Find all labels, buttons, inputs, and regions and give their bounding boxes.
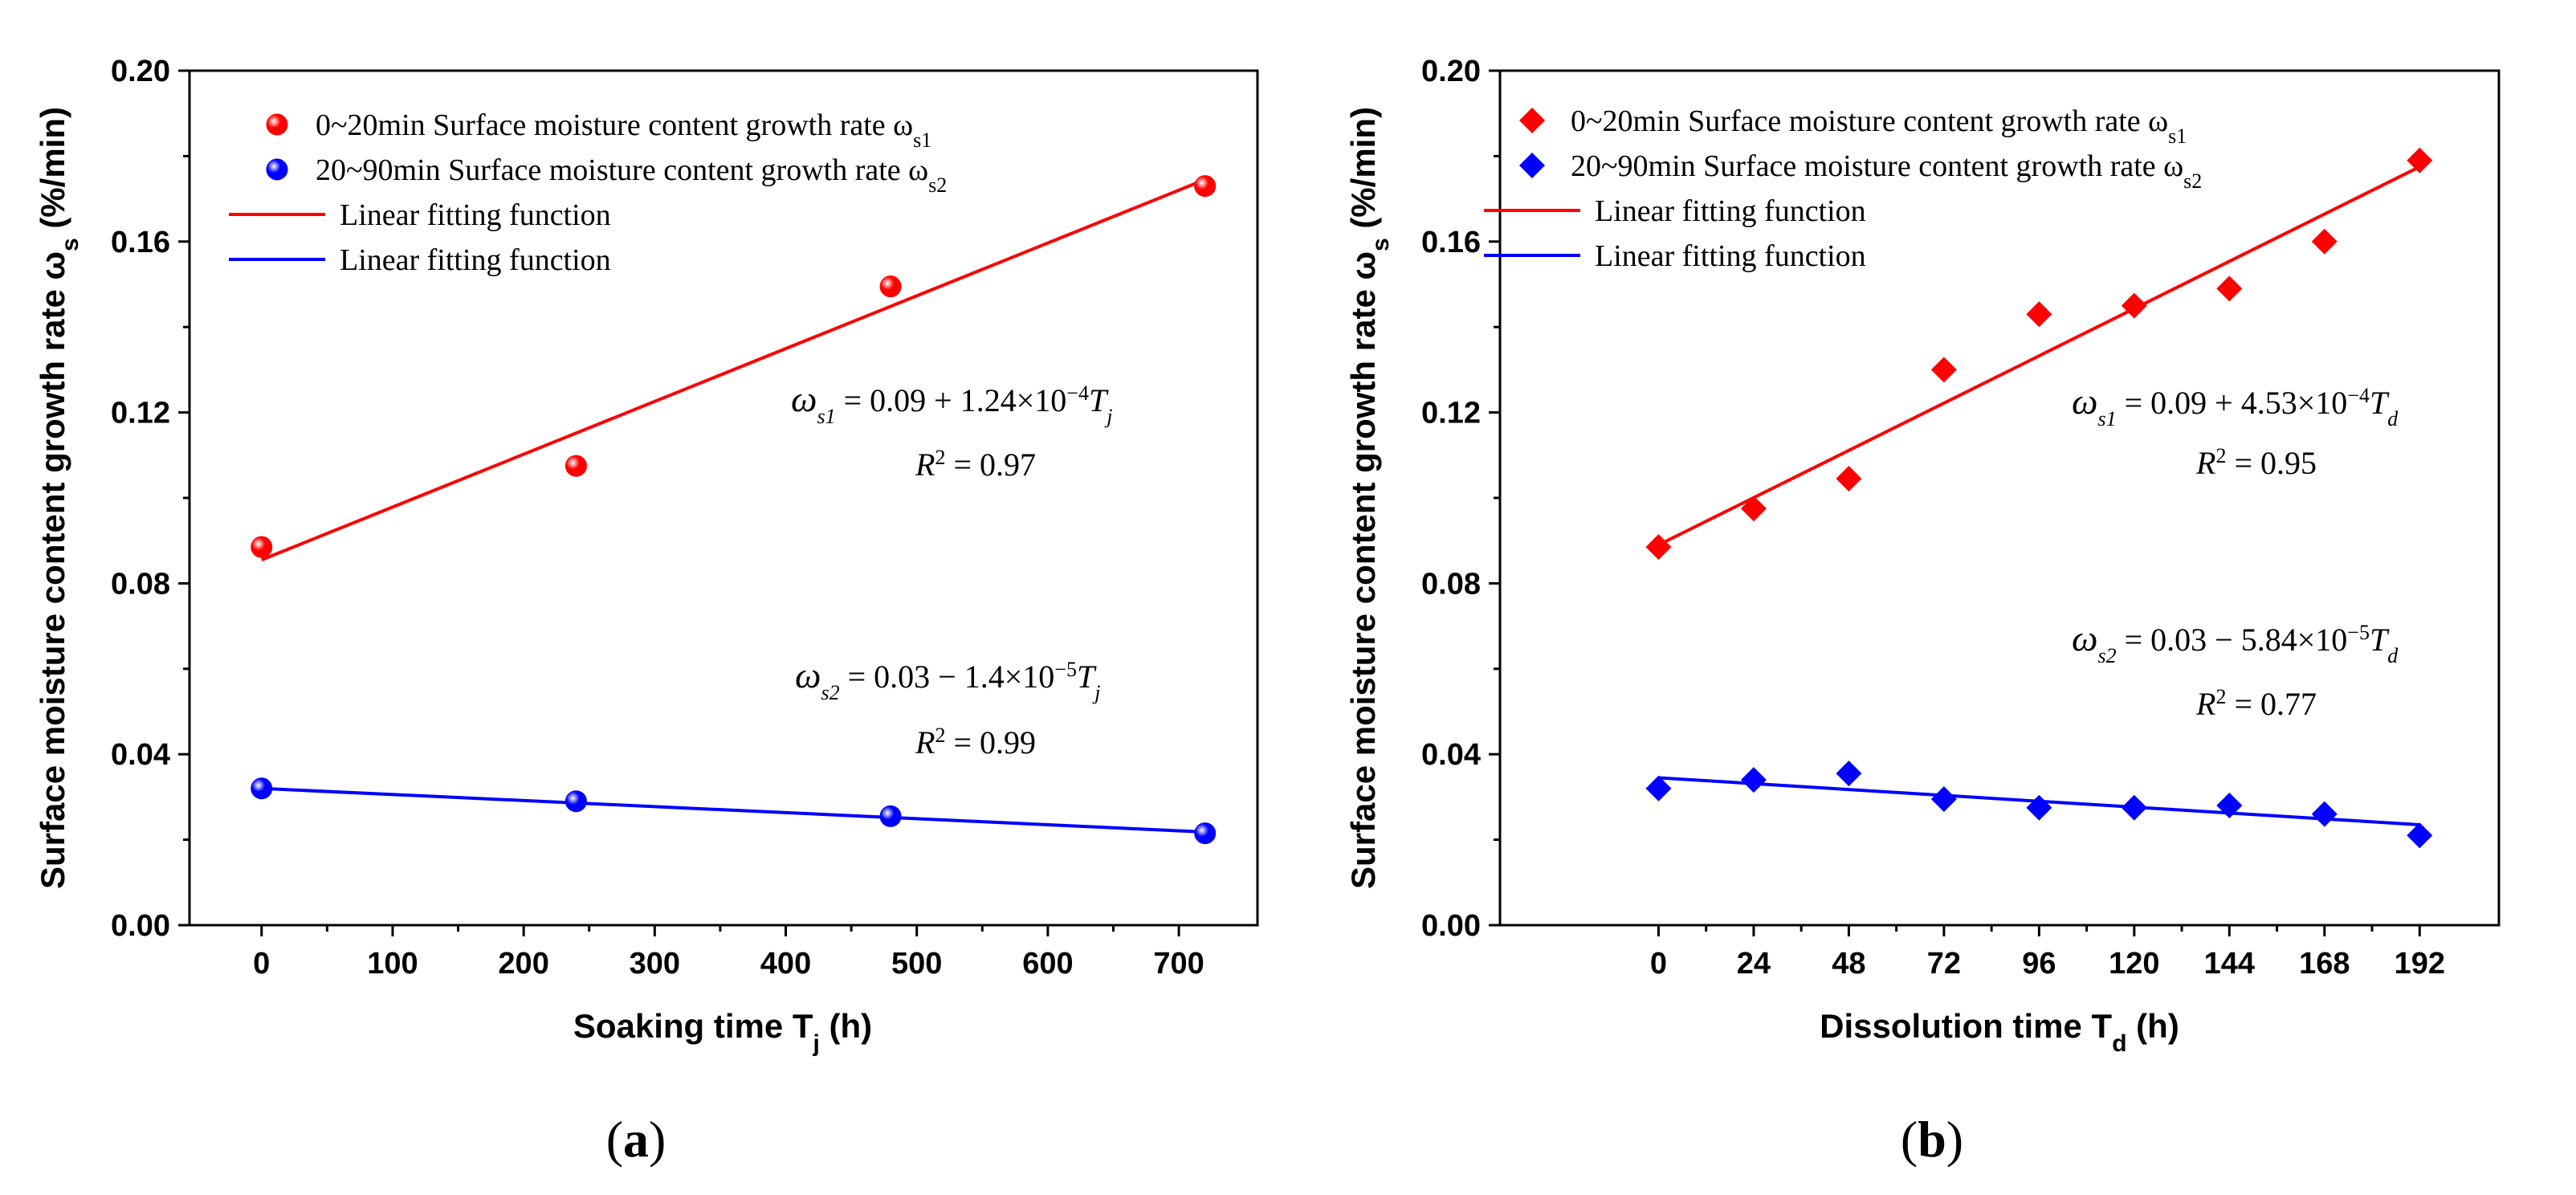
x-tick-label: 600 xyxy=(1022,947,1073,981)
y-tick-label: 0.16 xyxy=(1421,226,1481,259)
data-point-series-1 xyxy=(1740,496,1767,522)
data-point-series-2 xyxy=(1645,775,1672,801)
legend-marker xyxy=(266,158,288,181)
data-point-series-1 xyxy=(2311,228,2338,255)
legend-marker xyxy=(1519,108,1545,133)
y-tick-label: 0.00 xyxy=(111,909,170,943)
fit-line-series-2 xyxy=(261,786,1205,834)
x-tick-label: 144 xyxy=(2204,947,2255,981)
legend-entry: Linear fitting function xyxy=(1595,239,1866,273)
y-tick-label: 0.20 xyxy=(111,55,170,88)
fit-line-series-1 xyxy=(261,177,1206,561)
y-axis-title: Surface moisture content growth rate ωs … xyxy=(1344,107,1394,889)
data-point-series-2 xyxy=(2407,822,2433,849)
data-point-series-2 xyxy=(2216,793,2243,819)
data-point-series-2 xyxy=(1740,767,1767,793)
x-tick-label: 200 xyxy=(498,947,548,981)
data-point-series-1 xyxy=(1930,357,1957,383)
fit-equation: ωs2 = 0.03 − 5.84×10−5Td xyxy=(2072,618,2399,667)
data-point-series-2 xyxy=(2121,794,2147,821)
r-squared: R2 = 0.99 xyxy=(915,724,1036,761)
x-tick-label: 24 xyxy=(1737,947,1771,981)
x-tick-label: 168 xyxy=(2299,947,2350,981)
data-point-series-1 xyxy=(2026,301,2052,328)
data-point-series-2 xyxy=(251,777,273,800)
y-axis-title: Surface moisture content growth rate ωs … xyxy=(34,107,84,889)
legend-entry: 20~90min Surface moisture content growth… xyxy=(1571,149,2202,193)
legend-entry: 20~90min Surface moisture content growth… xyxy=(316,153,947,197)
x-axis-title: Dissolution time Td (h) xyxy=(1820,1007,2179,1057)
r-squared: R2 = 0.77 xyxy=(2195,685,2317,723)
y-tick-label: 0.20 xyxy=(1421,55,1481,88)
data-point-series-2 xyxy=(2311,801,2338,827)
legend-entry: Linear fitting function xyxy=(1595,194,1866,228)
data-point-series-1 xyxy=(2121,292,2147,319)
panel-label: (a) xyxy=(606,1111,666,1168)
data-point-series-1 xyxy=(251,536,273,558)
legend-entry: Linear fitting function xyxy=(340,243,611,277)
fit-equation: ωs1 = 0.09 + 1.24×10−4Tj xyxy=(791,378,1112,428)
y-tick-label: 0.04 xyxy=(111,738,170,772)
data-point-series-1 xyxy=(1645,534,1672,561)
data-point-series-1 xyxy=(1194,175,1217,198)
data-point-series-2 xyxy=(1930,786,1957,813)
y-tick-label: 0.16 xyxy=(111,226,170,259)
x-tick-label: 400 xyxy=(760,947,811,981)
data-point-series-1 xyxy=(565,455,587,477)
data-point-series-2 xyxy=(2026,794,2052,821)
x-axis-title: Soaking time Tj (h) xyxy=(573,1007,872,1057)
x-tick-label: 0 xyxy=(253,947,270,981)
fit-equation: ωs2 = 0.03 − 1.4×10−5Tj xyxy=(795,655,1100,704)
chart-panel-b: 0 24 48 72 96 120 144 168 192 0.00 0.04 0.08 0.12 0.1… xyxy=(1344,55,2501,1168)
data-point-series-2 xyxy=(1836,761,1862,787)
data-point-series-2 xyxy=(879,805,902,827)
data-point-series-1 xyxy=(1836,466,1862,492)
data-point-series-2 xyxy=(1194,822,1217,845)
x-tick-label: 300 xyxy=(630,947,680,981)
data-point-series-2 xyxy=(565,790,587,813)
fit-line-series-1 xyxy=(1657,165,2421,547)
x-tick-label: 96 xyxy=(2022,947,2056,981)
y-tick-label: 0.08 xyxy=(111,567,170,601)
r-squared: R2 = 0.97 xyxy=(915,446,1036,483)
y-tick-label: 0.12 xyxy=(1421,397,1481,430)
x-tick-label: 48 xyxy=(1832,947,1865,981)
x-tick-label: 72 xyxy=(1927,947,1961,981)
x-tick-label: 100 xyxy=(367,947,418,981)
legend-entry: Linear fitting function xyxy=(340,198,611,232)
y-tick-label: 0.00 xyxy=(1421,909,1481,943)
data-point-series-1 xyxy=(879,275,902,298)
data-point-series-1 xyxy=(2407,147,2433,173)
x-tick-label: 500 xyxy=(891,947,942,981)
r-squared: R2 = 0.95 xyxy=(2195,444,2317,482)
x-tick-label: 192 xyxy=(2395,947,2445,981)
x-tick-label: 0 xyxy=(1650,947,1667,981)
legend-entry: 0~20min Surface moisture content growth … xyxy=(316,108,931,152)
data-point-series-1 xyxy=(2216,275,2243,302)
x-tick-label: 120 xyxy=(2109,947,2159,981)
chart-panel-a: 0 100 200 300 400 500 600 700 0.00 0.04 0.08 0.12 0.… xyxy=(34,55,1259,1168)
y-tick-label: 0.04 xyxy=(1421,738,1481,772)
panel-label: (b) xyxy=(1901,1111,1963,1168)
legend-entry: 0~20min Surface moisture content growth … xyxy=(1571,104,2187,148)
legend-marker xyxy=(266,113,288,136)
fit-equation: ωs1 = 0.09 + 4.53×10−4Td xyxy=(2072,381,2399,430)
x-tick-label: 700 xyxy=(1153,947,1204,981)
y-tick-label: 0.12 xyxy=(111,397,170,430)
y-tick-label: 0.08 xyxy=(1421,567,1481,601)
legend-marker xyxy=(1519,153,1545,178)
